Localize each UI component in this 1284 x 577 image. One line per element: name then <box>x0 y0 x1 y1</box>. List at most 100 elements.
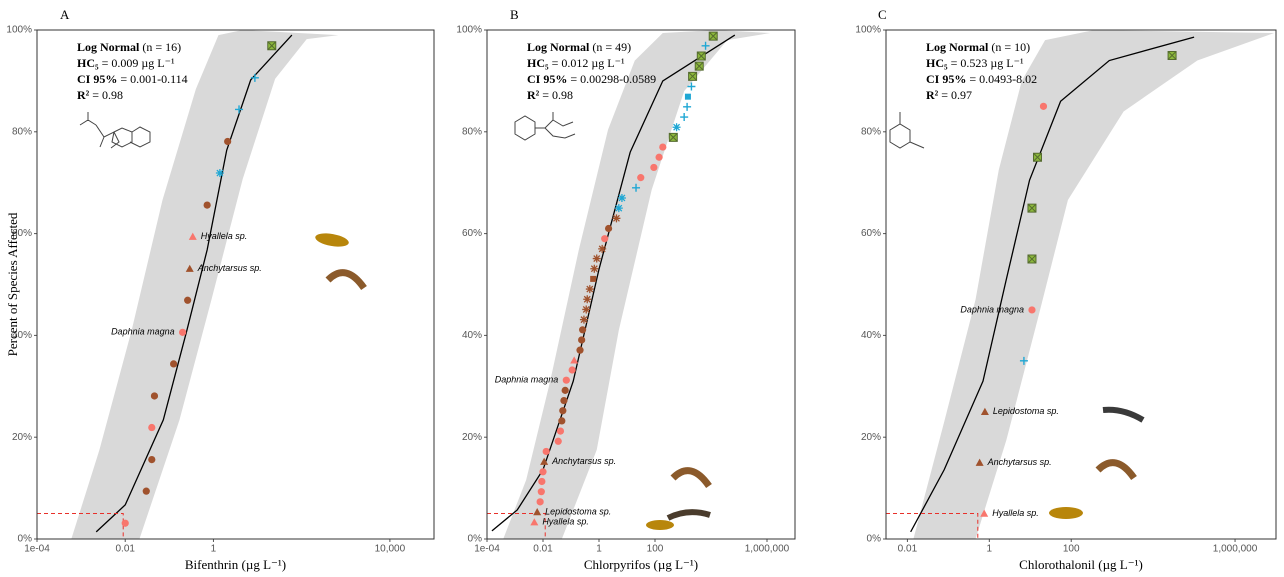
chemical-structure <box>514 112 576 141</box>
data-point <box>632 183 641 192</box>
data-point <box>688 71 698 81</box>
x-tick-label: 0.01 <box>533 544 553 555</box>
data-point <box>184 296 192 304</box>
x-axis-title: Bifenthrin (µg L⁻¹) <box>185 557 286 572</box>
data-point <box>121 519 129 527</box>
stat-label: CI 95% <box>926 72 966 86</box>
fit-statistics: R² = 0.98 <box>77 88 123 102</box>
x-axis-title: Chlorpyrifos (µg L⁻¹) <box>584 557 698 572</box>
y-tick-label: 60% <box>12 228 32 239</box>
stat-value: = 0.98 <box>89 88 123 102</box>
data-point <box>188 232 197 240</box>
y-tick-label: 0% <box>867 534 882 545</box>
chemical-structure <box>889 112 925 149</box>
panel-label: A <box>60 7 70 22</box>
stat-value: (n = 16) <box>139 40 181 54</box>
stat-value: (n = 49) <box>589 40 631 54</box>
data-point <box>224 137 232 146</box>
fit-statistics: HC₅ = 0.009 µg L⁻¹ <box>77 56 175 70</box>
fit-statistics: HC₅ = 0.523 µg L⁻¹ <box>926 56 1024 70</box>
data-point <box>142 487 150 495</box>
data-point <box>975 458 984 466</box>
data-point <box>604 224 613 233</box>
hc5-guide <box>487 513 546 539</box>
y-tick-label: 40% <box>12 330 32 341</box>
point-label: Anchytarsus sp. <box>551 456 616 466</box>
fit-statistics: Log Normal (n = 16) <box>77 40 181 54</box>
data-point <box>540 457 549 465</box>
confidence-band <box>913 30 1275 539</box>
y-tick-label: 60% <box>861 228 881 239</box>
y-tick-label: 20% <box>861 432 881 443</box>
chemical-structure <box>79 112 151 149</box>
stat-label: Log Normal <box>77 40 140 54</box>
plot-frame <box>486 29 796 540</box>
stat-value: = 0.0493-8.02 <box>966 72 1037 86</box>
y-tick-label: 40% <box>861 330 881 341</box>
data-point <box>1032 152 1042 162</box>
data-point <box>538 477 546 486</box>
data-point <box>668 132 678 142</box>
x-tick-label: 1 <box>211 544 217 555</box>
stat-label: Log Normal <box>926 40 989 54</box>
y-tick-label: 100% <box>855 25 881 36</box>
data-point <box>583 295 592 304</box>
confidence-band <box>71 30 339 539</box>
plot-frame <box>885 29 1277 540</box>
data-point <box>179 328 187 336</box>
point-label: Lepidostoma sp. <box>545 506 611 516</box>
data-point <box>561 386 569 394</box>
point-label: Hyallela sp. <box>542 517 589 527</box>
data-point <box>1167 50 1177 60</box>
data-point <box>1027 254 1037 264</box>
data-point <box>148 423 156 432</box>
point-label: Hyallela sp. <box>992 508 1039 518</box>
x-tick-label: 1,000,000 <box>1213 544 1258 555</box>
panel: 0% 20% 40% 60% 80% 100% 1e-04 0.01 1 100 1,000,000… <box>456 7 796 572</box>
plot-frame <box>36 29 435 540</box>
hc5-guide <box>886 513 979 539</box>
data-point <box>570 356 579 364</box>
panel-label: B <box>510 7 519 22</box>
fit-curve <box>910 36 1195 533</box>
y-tick-label: 0% <box>18 534 33 545</box>
insect-icon <box>646 520 674 530</box>
data-point <box>150 392 159 400</box>
data-point <box>585 285 594 294</box>
data-point <box>250 73 259 82</box>
data-point <box>980 407 989 415</box>
fit-statistics: CI 95% = 0.0493-8.02 <box>926 72 1037 86</box>
stat-label: CI 95% <box>77 72 117 86</box>
data-point <box>1027 203 1037 213</box>
fit-statistics: HC₅ = 0.012 µg L⁻¹ <box>527 56 625 70</box>
data-point <box>1019 356 1028 365</box>
point-label: Daphnia magna <box>495 375 559 385</box>
stat-label: Log Normal <box>527 40 590 54</box>
insect-icon <box>315 233 349 247</box>
stat-label: HC₅ <box>926 56 948 70</box>
data-point <box>556 427 565 435</box>
x-tick-label: 1 <box>987 544 993 555</box>
data-point <box>612 214 621 223</box>
insect-icon <box>1095 459 1137 481</box>
panel: 0% 20% 40% 60% 80% 100% 1e-04 0.01 1 10,000 Daphni… <box>5 7 435 572</box>
point-label: Anchytarsus sp. <box>987 457 1052 467</box>
data-point <box>560 396 568 405</box>
stat-value: = 0.523 µg L⁻¹ <box>948 56 1024 70</box>
data-point <box>1028 306 1036 314</box>
data-point <box>235 105 244 114</box>
insect-icon <box>666 509 711 521</box>
panel-label: C <box>878 7 887 22</box>
confidence-band <box>503 30 771 539</box>
y-tick-label: 100% <box>456 25 482 36</box>
data-point <box>601 235 609 243</box>
y-tick-label: 0% <box>468 534 483 545</box>
stat-label: HC₅ <box>77 56 99 70</box>
data-point <box>170 360 178 368</box>
stat-label: R² <box>527 88 540 102</box>
insect-icon <box>325 269 367 291</box>
stat-value: = 0.012 µg L⁻¹ <box>549 56 625 70</box>
x-tick-label: 10,000 <box>375 544 406 555</box>
point-label: Daphnia magna <box>960 304 1024 314</box>
insect-icon <box>1102 406 1145 423</box>
